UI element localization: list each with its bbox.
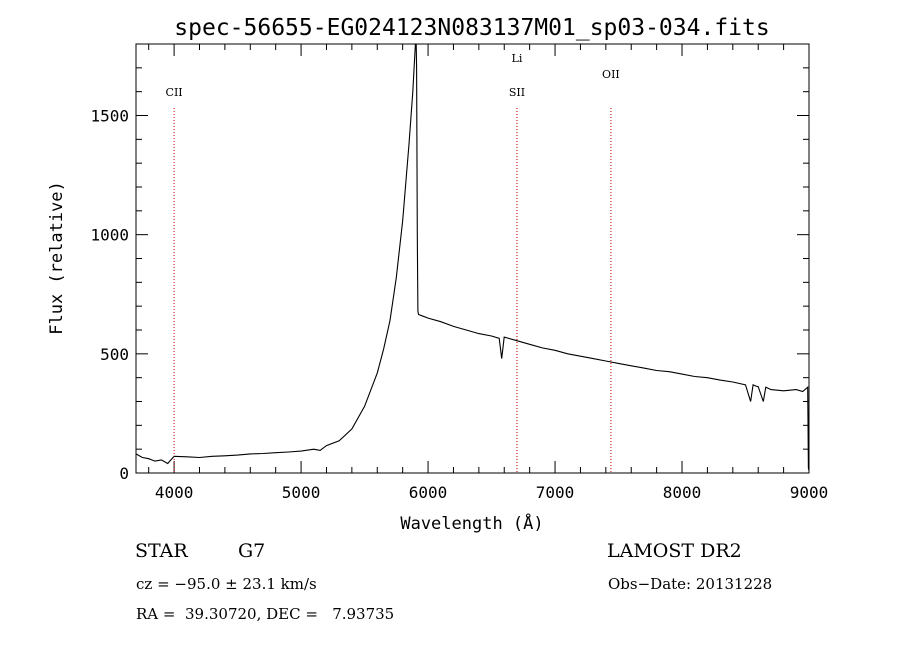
spectral-line-label: Li (512, 52, 523, 65)
obs-date-text: Obs−Date: 20131228 (608, 575, 773, 593)
y-tick-label: 1000 (90, 226, 129, 245)
x-tick-label: 9000 (790, 483, 829, 502)
spectrum-line-0 (136, 44, 809, 471)
x-tick-label: 6000 (409, 483, 448, 502)
y-tick-label: 0 (119, 464, 129, 483)
x-tick-label: 5000 (282, 483, 321, 502)
spectral-line-label: OII (602, 68, 620, 81)
plot-frame (135, 43, 810, 474)
x-tick-label: 4000 (155, 483, 194, 502)
spectral-line-markers: CII SII Li OII (166, 52, 620, 473)
y-tick-label: 1500 (90, 107, 129, 126)
survey-name: LAMOST DR2 (607, 540, 742, 562)
y-axis-label: Flux (relative) (47, 181, 67, 335)
x-axis-label: Wavelength (Å) (400, 512, 543, 534)
x-tick-label: 7000 (536, 483, 575, 502)
axis-ticks: 4000 5000 6000 7000 8000 9000 0 500 1000 1500 (90, 44, 828, 502)
object-subclass: G7 (238, 540, 266, 562)
object-class: STAR (135, 540, 188, 562)
coordinates-text: RA = 39.30720, DEC = 7.93735 (136, 605, 395, 623)
x-tick-label: 8000 (663, 483, 702, 502)
y-tick-label: 500 (100, 345, 129, 364)
redshift-text: cz = −95.0 ± 23.1 km/s (136, 575, 317, 593)
spectral-line-label: SII (509, 86, 525, 99)
chart-title: spec-56655-EG024123N083137M01_sp03-034.f… (174, 15, 769, 41)
spectrum-series (136, 44, 809, 471)
spectral-line-label: CII (166, 86, 183, 99)
